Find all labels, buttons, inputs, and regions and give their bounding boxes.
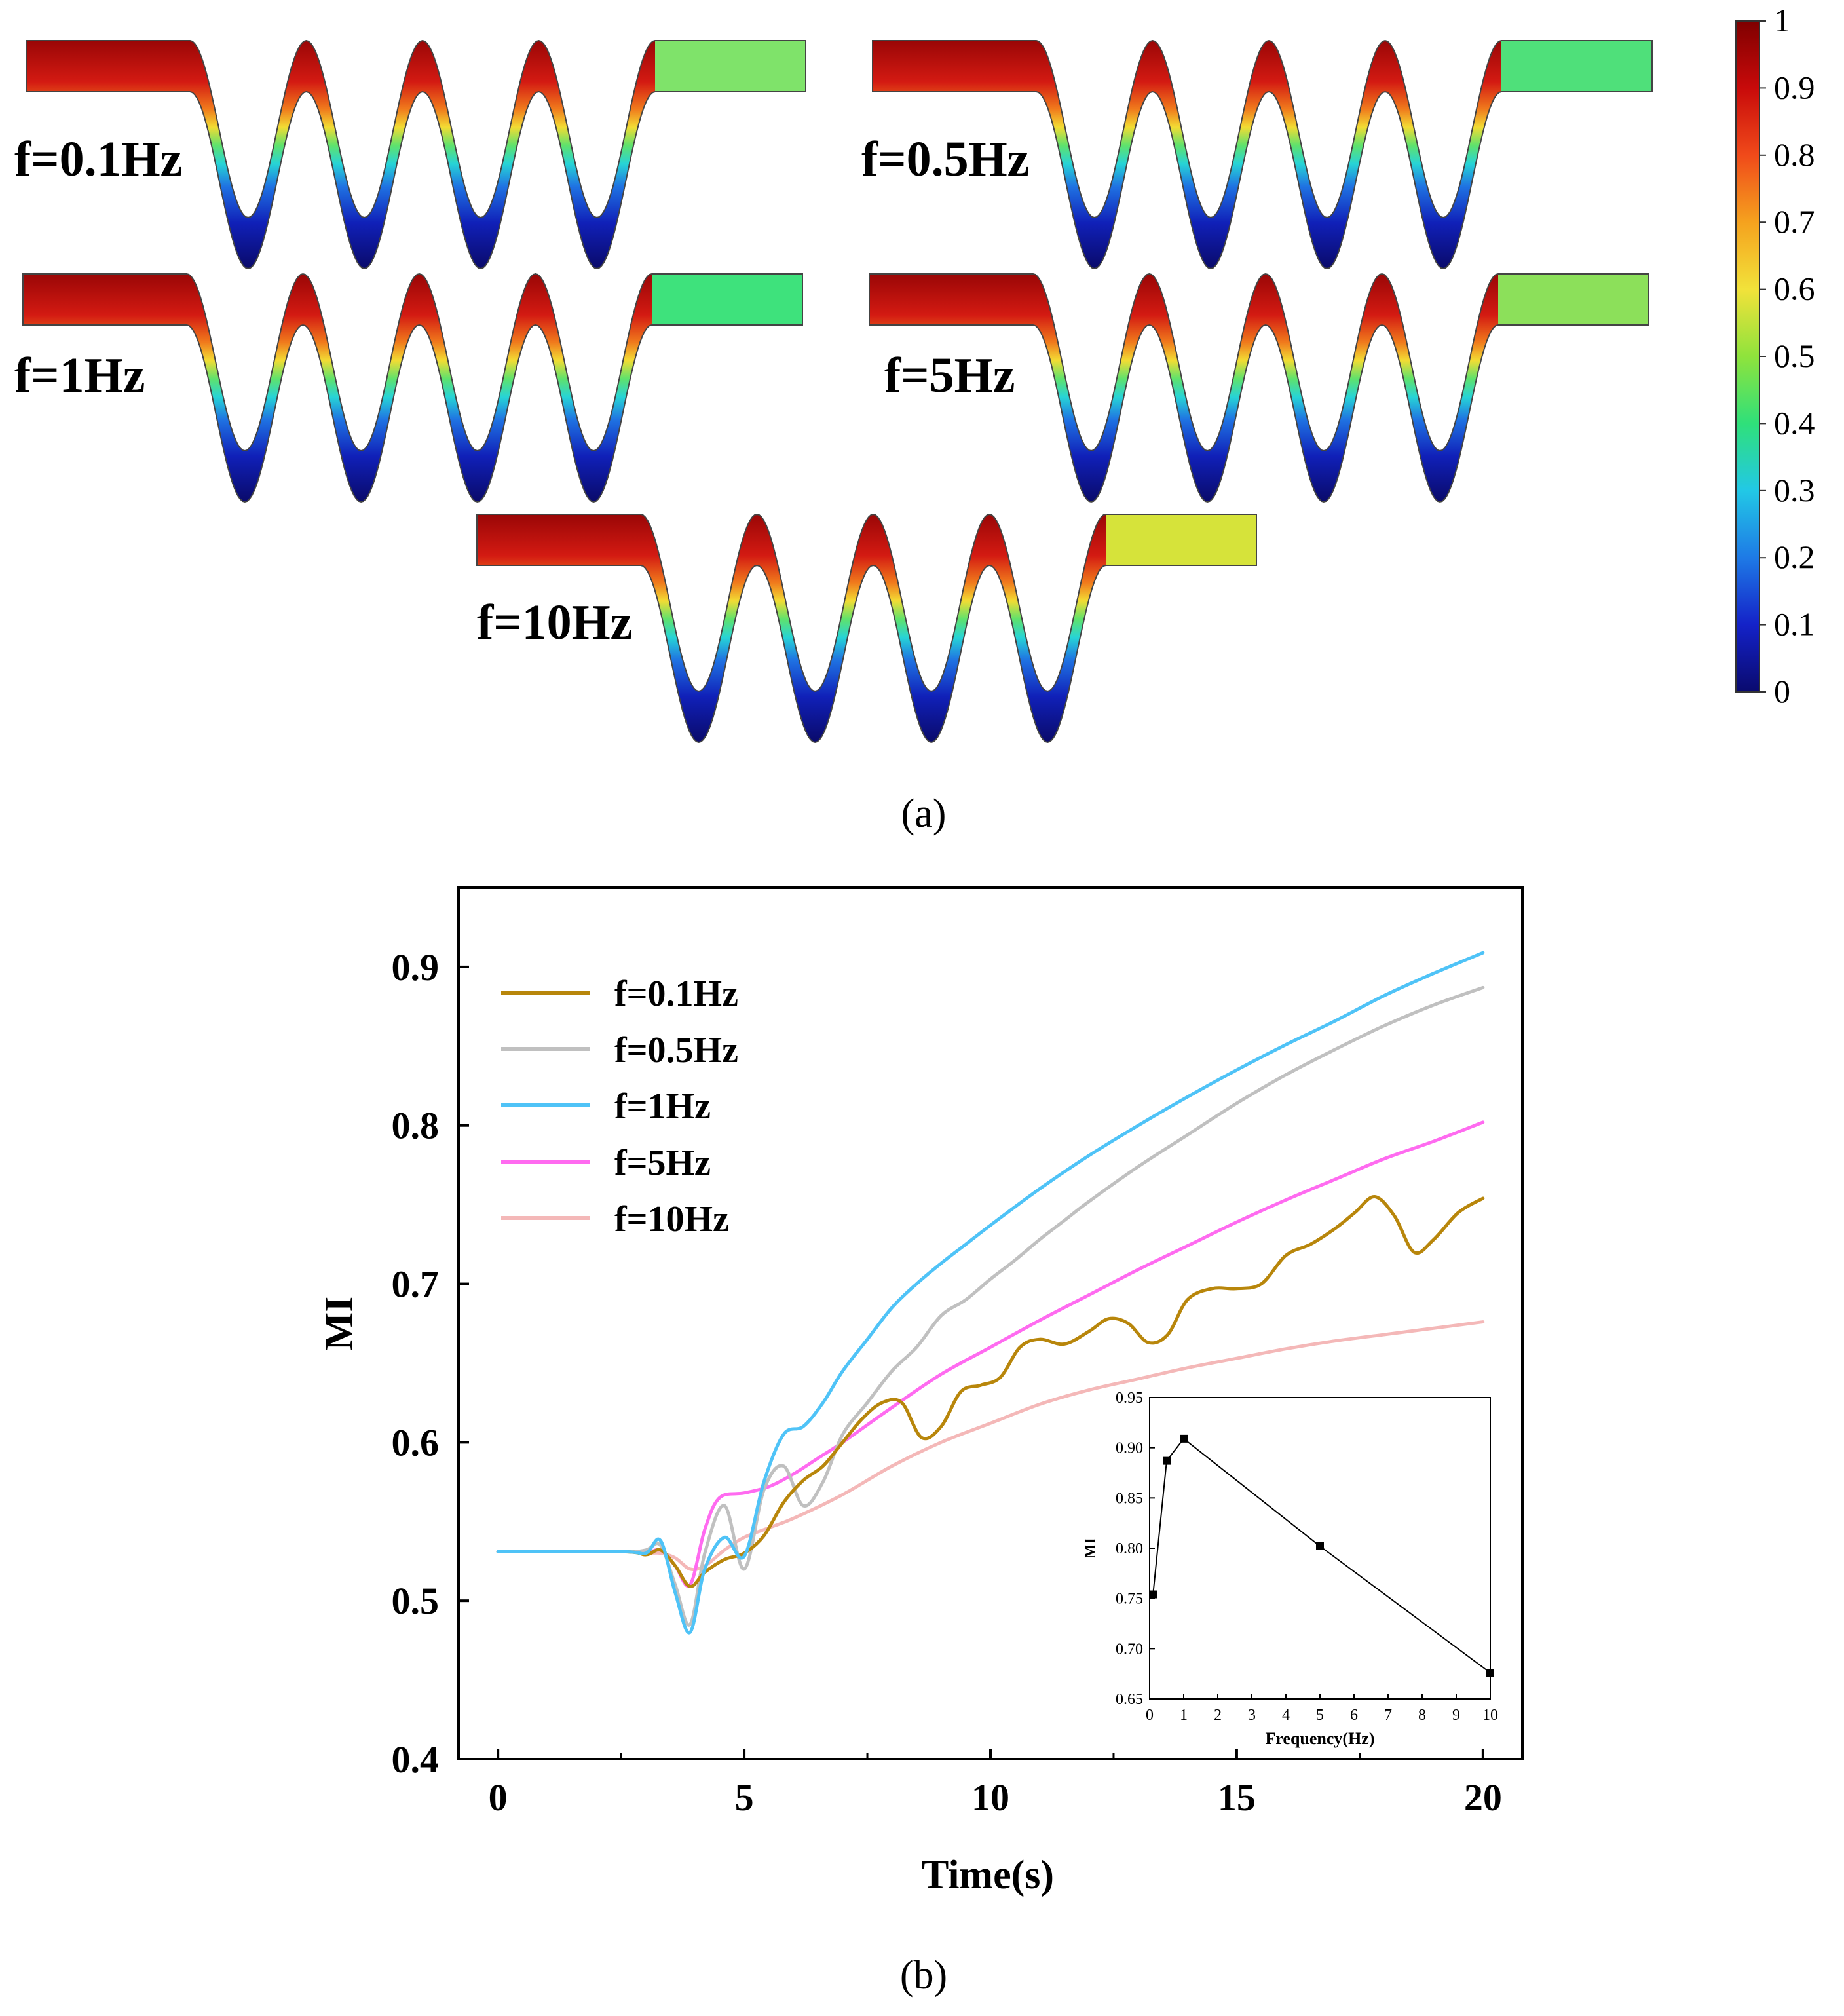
inset-y-tick-label: 0.90 — [1116, 1440, 1143, 1457]
contour-label: f=1Hz — [14, 348, 145, 403]
panel-a-contours: f=0.1Hz f=0.5Hz f=1Hz f=5Hz f=10Hz — [14, 39, 1653, 744]
inset-y-tick-label: 0.75 — [1116, 1591, 1143, 1608]
inset-x-tick-label: 1 — [1180, 1707, 1188, 1724]
inset-y-tick-label: 0.85 — [1116, 1490, 1143, 1507]
x-tick-label: 10 — [971, 1776, 1009, 1819]
y-tick-label: 0.5 — [392, 1580, 440, 1622]
channel-concentration-field — [476, 513, 1257, 744]
y-tick-label: 0.8 — [392, 1105, 440, 1147]
colorbar-tick-label: 0.9 — [1774, 69, 1815, 105]
outlet-mixed-region — [652, 275, 802, 324]
inset-x-tick-label: 5 — [1316, 1707, 1324, 1724]
x-tick-label: 0 — [489, 1776, 508, 1819]
inset-y-tick-label: 0.65 — [1116, 1691, 1143, 1708]
contour-panel: f=0.1Hz — [14, 39, 806, 270]
legend: f=0.1Hz f=0.5Hz f=1Hz f=5Hz f=10Hz — [501, 974, 738, 1240]
mi-frequency-inset: 0 1 2 3 4 5 6 7 8 9 10 0.65 0.70 0.75 0.80 0.85 0.90 0.95… — [1082, 1390, 1498, 1748]
inset-x-tick-label: 3 — [1248, 1707, 1256, 1724]
inset-x-tick-label: 0 — [1146, 1707, 1154, 1724]
inset-y-tick-label: 0.80 — [1116, 1540, 1143, 1557]
contour-label: f=0.5Hz — [861, 132, 1029, 187]
inset-data-point — [1163, 1456, 1171, 1465]
panel-b-caption: (b) — [900, 1953, 947, 1998]
series-line-f-10hz — [496, 1320, 1485, 1572]
main-ylabel: MI — [317, 1297, 362, 1351]
legend-label: f=0.5Hz — [614, 1030, 738, 1071]
contour-panel: f=10Hz — [476, 513, 1257, 744]
inset-x-tick-label: 8 — [1418, 1707, 1426, 1724]
outlet-mixed-region — [1501, 41, 1651, 91]
contour-panel: f=0.5Hz — [861, 39, 1653, 270]
inset-y-tick-label: 0.95 — [1116, 1390, 1143, 1407]
y-tick-label: 0.7 — [392, 1263, 440, 1306]
inset-x-tick-label: 4 — [1282, 1707, 1290, 1724]
x-tick-label: 5 — [735, 1776, 754, 1819]
colorbar-tick-label: 0.7 — [1774, 203, 1815, 240]
y-tick-label: 0.6 — [392, 1421, 440, 1464]
x-tick-label: 15 — [1218, 1776, 1256, 1819]
contour-label: f=0.1Hz — [14, 132, 182, 187]
inset-ylabel: MI — [1082, 1538, 1099, 1559]
inset-x-tick-label: 9 — [1452, 1707, 1460, 1724]
legend-label: f=1Hz — [614, 1086, 711, 1127]
colorbar-tick-label: 0.4 — [1774, 404, 1815, 441]
legend-label: f=10Hz — [614, 1199, 729, 1240]
channel-concentration-field — [22, 273, 803, 503]
inset-x-tick-label: 10 — [1482, 1707, 1498, 1724]
colorbar-tick-label: 0.2 — [1774, 539, 1815, 575]
y-tick-label: 0.9 — [392, 946, 440, 989]
series-line-f-0-1hz — [496, 1195, 1485, 1588]
colorbar-tick-label: 0 — [1774, 673, 1790, 710]
channel-concentration-field — [26, 39, 806, 270]
main-xlabel: Time(s) — [922, 1853, 1054, 1897]
colorbar-tick-label: 0.6 — [1774, 271, 1815, 307]
inset-x-tick-label: 6 — [1350, 1707, 1358, 1724]
contour-panel: f=5Hz — [869, 273, 1649, 503]
outlet-mixed-region — [655, 41, 805, 91]
outlet-mixed-region — [1498, 275, 1648, 324]
colorbar-gradient — [1735, 20, 1760, 693]
inset-x-tick-label: 2 — [1214, 1707, 1222, 1724]
inset-data-point — [1316, 1542, 1324, 1550]
colorbar: 1 0.9 0.8 0.7 0.6 0.5 0.4 0.3 0.2 0.1 0 — [1735, 2, 1815, 710]
inset-data-point — [1149, 1590, 1157, 1599]
panel-a-caption: (a) — [901, 791, 947, 836]
series-line-f-1hz — [496, 951, 1485, 1635]
inset-data-point — [1180, 1434, 1188, 1443]
colorbar-tick-label: 0.1 — [1774, 606, 1815, 643]
y-tick-label: 0.4 — [392, 1738, 440, 1781]
colorbar-tick-label: 0.5 — [1774, 337, 1815, 374]
channel-concentration-field — [872, 39, 1653, 270]
legend-label: f=5Hz — [614, 1143, 711, 1183]
channel-concentration-field — [869, 273, 1649, 503]
contour-label: f=5Hz — [884, 348, 1015, 403]
series-line-f-0-5hz — [496, 985, 1485, 1627]
colorbar-tick-label: 0.8 — [1774, 136, 1815, 173]
contour-panel: f=1Hz — [14, 273, 803, 503]
colorbar-tick-label: 1 — [1774, 2, 1790, 39]
legend-label: f=0.1Hz — [614, 974, 738, 1014]
outlet-mixed-region — [1106, 515, 1256, 565]
mi-time-chart: 0 5 10 15 200.40.50.60.70.80.9 MI Time(s) f=… — [317, 886, 1524, 1897]
contour-label: f=10Hz — [477, 595, 632, 650]
inset-x-tick-label: 7 — [1384, 1707, 1392, 1724]
inset-y-tick-label: 0.70 — [1116, 1641, 1143, 1658]
colorbar-tick-label: 0.3 — [1774, 472, 1815, 508]
x-tick-label: 20 — [1464, 1776, 1502, 1819]
inset-xlabel: Frequency(Hz) — [1265, 1729, 1374, 1748]
